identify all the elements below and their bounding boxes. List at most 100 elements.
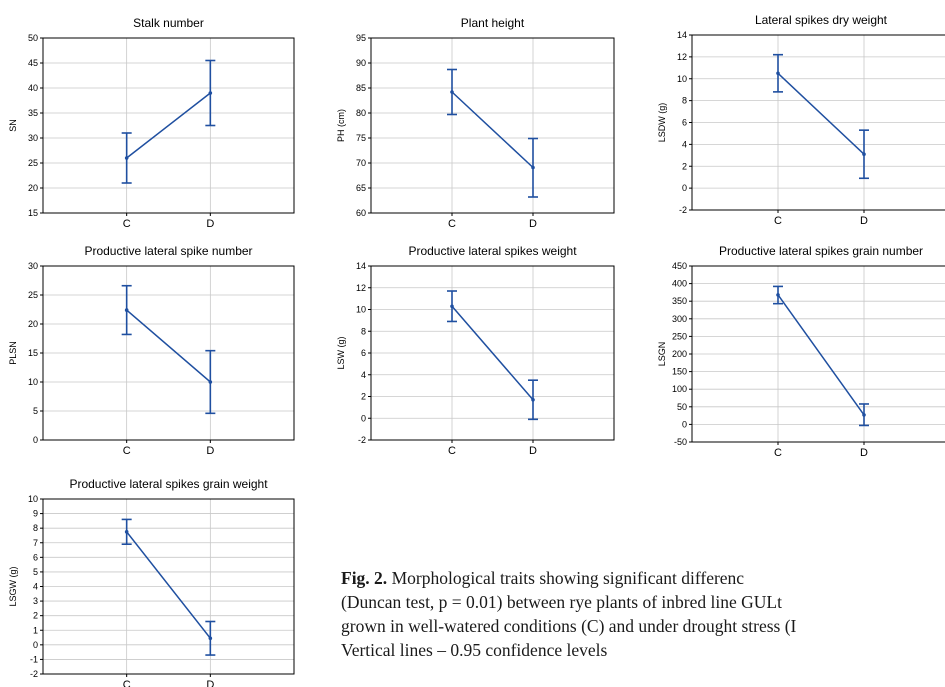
y-tick-label: 0 <box>682 183 687 193</box>
data-point <box>862 413 866 417</box>
y-tick-label: 8 <box>682 96 687 106</box>
series-line <box>451 91 534 169</box>
chart-panel-4: 0 5 10 15 20 25 30 C D Productive lateral spike n… <box>8 244 295 457</box>
y-tick-label: 50 <box>677 402 687 412</box>
caption-line-4: Vertical lines – 0.95 confidence levels <box>341 640 608 660</box>
caption-line-2: (Duncan test, p = 0.01) between rye plan… <box>341 592 782 612</box>
y-tick-label: 1 <box>33 625 38 635</box>
y-tick-label: 9 <box>33 509 38 519</box>
y-tick-label: 300 <box>672 314 687 324</box>
y-tick-label: 12 <box>356 283 366 293</box>
y-tick-label: 70 <box>356 158 366 168</box>
y-tick-label: 6 <box>361 348 366 358</box>
y-tick-label: 3 <box>33 596 38 606</box>
x-tick-label: C <box>448 445 456 457</box>
chart-title: Productive lateral spikes grain number <box>719 244 923 258</box>
x-tick-label: C <box>123 679 131 687</box>
x-tick-label: D <box>860 215 868 227</box>
y-tick-label: 5 <box>33 567 38 577</box>
chart-title: Productive lateral spikes weight <box>408 244 577 258</box>
data-point <box>208 380 213 384</box>
y-tick-label: 0 <box>361 413 366 423</box>
x-tick-label: C <box>123 218 131 230</box>
y-tick-label: 35 <box>28 108 38 118</box>
y-tick-label: 75 <box>356 133 366 143</box>
y-tick-label: 0 <box>33 435 38 445</box>
y-tick-label: 60 <box>356 208 366 218</box>
y-tick-label: 5 <box>33 406 38 416</box>
y-tick-label: 2 <box>361 392 366 402</box>
y-tick-label: 40 <box>28 83 38 93</box>
data-point <box>531 165 535 170</box>
caption-line-3: grown in well-watered conditions (C) and… <box>341 616 797 636</box>
x-tick-label: C <box>774 215 782 227</box>
y-tick-label: 0 <box>682 419 687 429</box>
data-point <box>776 71 780 76</box>
data-point <box>450 90 454 94</box>
y-tick-label: 150 <box>672 367 687 377</box>
y-tick-label: 30 <box>28 261 38 271</box>
data-point <box>124 308 129 312</box>
x-tick-label: C <box>448 218 456 230</box>
y-axis-label: PH (cm) <box>336 109 346 142</box>
x-tick-label: D <box>206 445 214 457</box>
y-tick-label: 6 <box>33 552 38 562</box>
caption-label: Fig. 2. <box>341 568 388 588</box>
y-tick-label: 8 <box>33 523 38 533</box>
y-tick-label: 6 <box>682 118 687 128</box>
data-point <box>450 304 454 309</box>
chart-title: Stalk number <box>133 16 204 30</box>
x-tick-label: D <box>529 218 537 230</box>
data-point <box>124 156 129 160</box>
y-tick-label: 50 <box>28 33 38 43</box>
y-tick-label: 10 <box>28 494 38 504</box>
y-tick-label: 10 <box>356 305 366 315</box>
y-tick-label: 90 <box>356 58 366 68</box>
y-tick-label: 250 <box>672 331 687 341</box>
data-point <box>208 636 213 641</box>
y-tick-label: -1 <box>30 654 38 664</box>
series-line <box>451 305 534 401</box>
chart-panel-2: 60 65 70 75 80 85 90 95 C D Plant height PH (cm) <box>336 16 615 230</box>
x-tick-label: D <box>206 218 214 230</box>
series-line <box>126 92 211 159</box>
y-tick-label: 8 <box>361 326 366 336</box>
chart-title: Productive lateral spikes grain weight <box>69 477 268 491</box>
y-tick-label: -2 <box>358 435 366 445</box>
y-axis-label: LSDW (g) <box>657 103 667 143</box>
y-tick-label: 25 <box>28 158 38 168</box>
series-line <box>126 531 211 639</box>
chart-panel-7: -2 -1 0 1 2 3 4 5 6 7 8 9 10 C D Productive lateral spi… <box>8 477 295 687</box>
y-tick-label: 10 <box>28 377 38 387</box>
y-tick-label: 12 <box>677 52 687 62</box>
data-point <box>531 397 535 402</box>
y-tick-label: -2 <box>679 205 687 215</box>
y-axis-label: SN <box>8 119 18 132</box>
y-tick-label: 14 <box>677 30 687 40</box>
y-tick-label: 350 <box>672 296 687 306</box>
y-axis-label: LSGW (g) <box>8 566 18 606</box>
y-tick-label: -50 <box>674 437 687 447</box>
y-tick-label: 30 <box>28 133 38 143</box>
y-tick-label: 450 <box>672 261 687 271</box>
x-tick-label: D <box>860 447 868 459</box>
chart-title: Productive lateral spike number <box>84 244 252 258</box>
chart-panel-1: 15 20 25 30 35 40 45 50 C D Stalk number SN <box>8 16 295 230</box>
data-point <box>208 91 213 95</box>
y-tick-label: 4 <box>33 582 38 592</box>
y-tick-label: 100 <box>672 384 687 394</box>
x-tick-label: D <box>206 679 214 687</box>
y-tick-label: 10 <box>677 74 687 84</box>
plot-frame <box>42 37 295 214</box>
series-line <box>126 309 211 383</box>
y-tick-label: 15 <box>28 208 38 218</box>
y-tick-label: 20 <box>28 319 38 329</box>
y-tick-label: 4 <box>361 370 366 380</box>
chart-panel-5: -2 0 2 4 6 8 10 12 14 C D Productive lateral spikes… <box>336 244 615 457</box>
y-tick-label: 80 <box>356 108 366 118</box>
plot-frame <box>370 37 615 214</box>
y-axis-label: LSGN <box>657 342 667 367</box>
y-tick-label: 15 <box>28 348 38 358</box>
chart-title: Plant height <box>461 16 525 30</box>
